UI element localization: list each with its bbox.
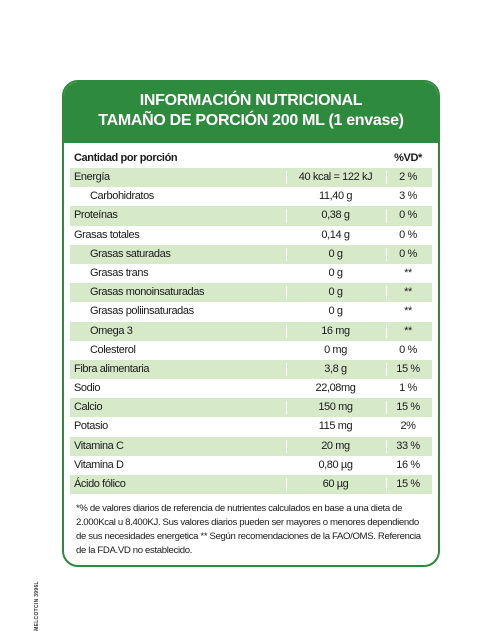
nutrient-amount: 0 g (328, 247, 343, 260)
column-divider (386, 247, 387, 261)
nutrient-name: Colesterol (90, 343, 136, 356)
table-row: Calcio 150 mg 15 % (70, 398, 432, 418)
table-row: Fibra alimentaria 3,8 g 15 % (70, 359, 432, 380)
column-divider (286, 209, 287, 223)
table-row: Vitamina D 0,80 µg 16 % (70, 456, 432, 475)
lot-code-text: MELCOTCIN 3996L (33, 581, 40, 631)
nutrient-amount: 11,40 g (318, 190, 353, 203)
nutrient-rows: Energía 40 kcal = 122 kJ 2 % Carbohidratos 1… (70, 168, 432, 495)
table-row: Grasas totales 0,14 g 0 % (70, 226, 432, 245)
nutrient-name: Omega 3 (90, 324, 133, 337)
nutrient-vd: ** (404, 305, 412, 318)
table-row: Vitamina C 20 mg 33 % (70, 436, 432, 456)
nutrient-name: Potasio (74, 420, 108, 433)
nutrient-vd: ** (404, 324, 412, 337)
column-divider (286, 247, 287, 261)
table-row: Grasas poliinsaturadas 0 g ** (70, 302, 432, 321)
nutrient-vd: 3 % (399, 190, 417, 203)
column-divider (386, 171, 387, 185)
nutrient-name: Energía (74, 171, 110, 183)
nutrition-table: Cantidad por porción %VD* Energía 40 kcal… (70, 148, 432, 495)
nutrient-name: Carbohidratos (90, 190, 154, 203)
nutrient-vd: 1 % (399, 382, 417, 395)
column-divider (386, 439, 387, 453)
column-divider (286, 478, 287, 492)
nutrient-name: Vitamina D (74, 458, 124, 471)
table-header-row: Cantidad por porción %VD* (70, 148, 432, 168)
nutrient-amount: 0 mg (324, 343, 347, 356)
column-divider (386, 209, 387, 223)
nutrient-amount: 3,8 g (324, 362, 347, 375)
nutrient-vd: 0 % (399, 209, 417, 222)
footnote: *% de valores diarios de referencia de n… (76, 503, 421, 556)
column-divider (386, 478, 387, 492)
nutrient-name: Fibra alimentaria (74, 362, 150, 375)
table-row: Proteínas 0,38 g 0 % (70, 206, 432, 226)
nutrient-vd: 15 % (396, 401, 420, 414)
nutrient-vd: 0 % (399, 228, 417, 241)
lot-code: MELCOTCIN 3996L (30, 581, 40, 631)
nutrient-amount: 60 µg (322, 478, 349, 490)
column-divider (286, 362, 287, 377)
table-row: Carbohidratos 11,40 g 3 % (70, 187, 432, 206)
nutrient-amount: 115 mg (318, 420, 353, 433)
nutrient-amount: 22,08mg (315, 382, 356, 395)
nutrient-vd: 2 % (399, 171, 417, 183)
nutrient-name: Vitamina C (74, 439, 124, 452)
nutrient-amount: 0 g (328, 266, 343, 279)
nutrient-name: Grasas monoinsaturadas (90, 286, 205, 299)
table-row: Omega 3 16 mg ** (70, 321, 432, 341)
nutrient-vd: 0 % (399, 343, 417, 356)
nutrient-name: Grasas poliinsaturadas (90, 305, 194, 318)
nutrient-vd: 2% (400, 420, 416, 433)
nutrient-amount: 0,38 g (321, 209, 350, 222)
nutrient-vd: 15 % (396, 478, 420, 490)
nutrient-vd: 33 % (396, 439, 420, 452)
table-row: Ácido fólico 60 µg 15 % (70, 475, 432, 495)
column-divider (386, 401, 387, 415)
table-row: Sodio 22,08mg 1 % (70, 379, 432, 398)
nutrient-vd: ** (404, 286, 412, 299)
nutrient-name: Calcio (74, 401, 103, 414)
column-divider (286, 286, 287, 300)
nutrient-amount: 0,80 µg (318, 458, 353, 471)
column-divider (286, 401, 287, 415)
nutrition-title: INFORMACIÓN NUTRICIONAL (139, 92, 363, 109)
nutrient-name: Grasas saturadas (90, 247, 171, 260)
nutrient-amount: 20 mg (321, 439, 350, 452)
table-row: Colesterol 0 mg 0 % (70, 341, 432, 360)
column-divider (386, 362, 387, 377)
nutrient-vd: ** (404, 266, 412, 279)
nutrient-amount: 0 g (328, 305, 343, 318)
table-row: Grasas monoinsaturadas 0 g ** (70, 283, 432, 303)
column-header-vd: %VD* (394, 152, 422, 164)
nutrient-name: Ácido fólico (74, 478, 126, 490)
nutrient-amount: 0,14 g (321, 228, 350, 241)
column-divider (286, 439, 287, 453)
table-row: Grasas trans 0 g ** (70, 264, 432, 283)
table-row: Potasio 115 mg 2% (70, 417, 432, 436)
serving-size-title: TAMAÑO DE PORCIÓN 200 ML (1 envase) (98, 112, 404, 129)
column-divider (386, 286, 387, 300)
nutrition-header: INFORMACIÓN NUTRICIONAL TAMAÑO DE PORCIÓ… (64, 82, 438, 143)
nutrient-name: Grasas trans (90, 266, 149, 279)
column-divider (386, 324, 387, 338)
table-row: Grasas saturadas 0 g 0 % (70, 244, 432, 264)
column-divider (286, 324, 287, 338)
nutrient-vd: 16 % (396, 458, 420, 471)
nutrient-amount: 150 mg (318, 401, 353, 414)
nutrient-amount: 40 kcal = 122 kJ (298, 171, 373, 183)
nutrient-name: Sodio (74, 382, 101, 395)
column-divider (286, 171, 287, 185)
table-row: Energía 40 kcal = 122 kJ 2 % (70, 168, 432, 188)
nutrient-amount: 0 g (328, 286, 343, 299)
nutrition-facts-panel: INFORMACIÓN NUTRICIONAL TAMAÑO DE PORCIÓ… (62, 80, 440, 567)
nutrient-vd: 0 % (399, 247, 417, 260)
column-header-nutrient: Cantidad por porción (74, 152, 178, 164)
nutrient-amount: 16 mg (321, 324, 350, 337)
nutrient-name: Proteínas (74, 209, 118, 222)
nutrient-vd: 15 % (396, 362, 420, 375)
nutrient-name: Grasas totales (74, 228, 140, 241)
